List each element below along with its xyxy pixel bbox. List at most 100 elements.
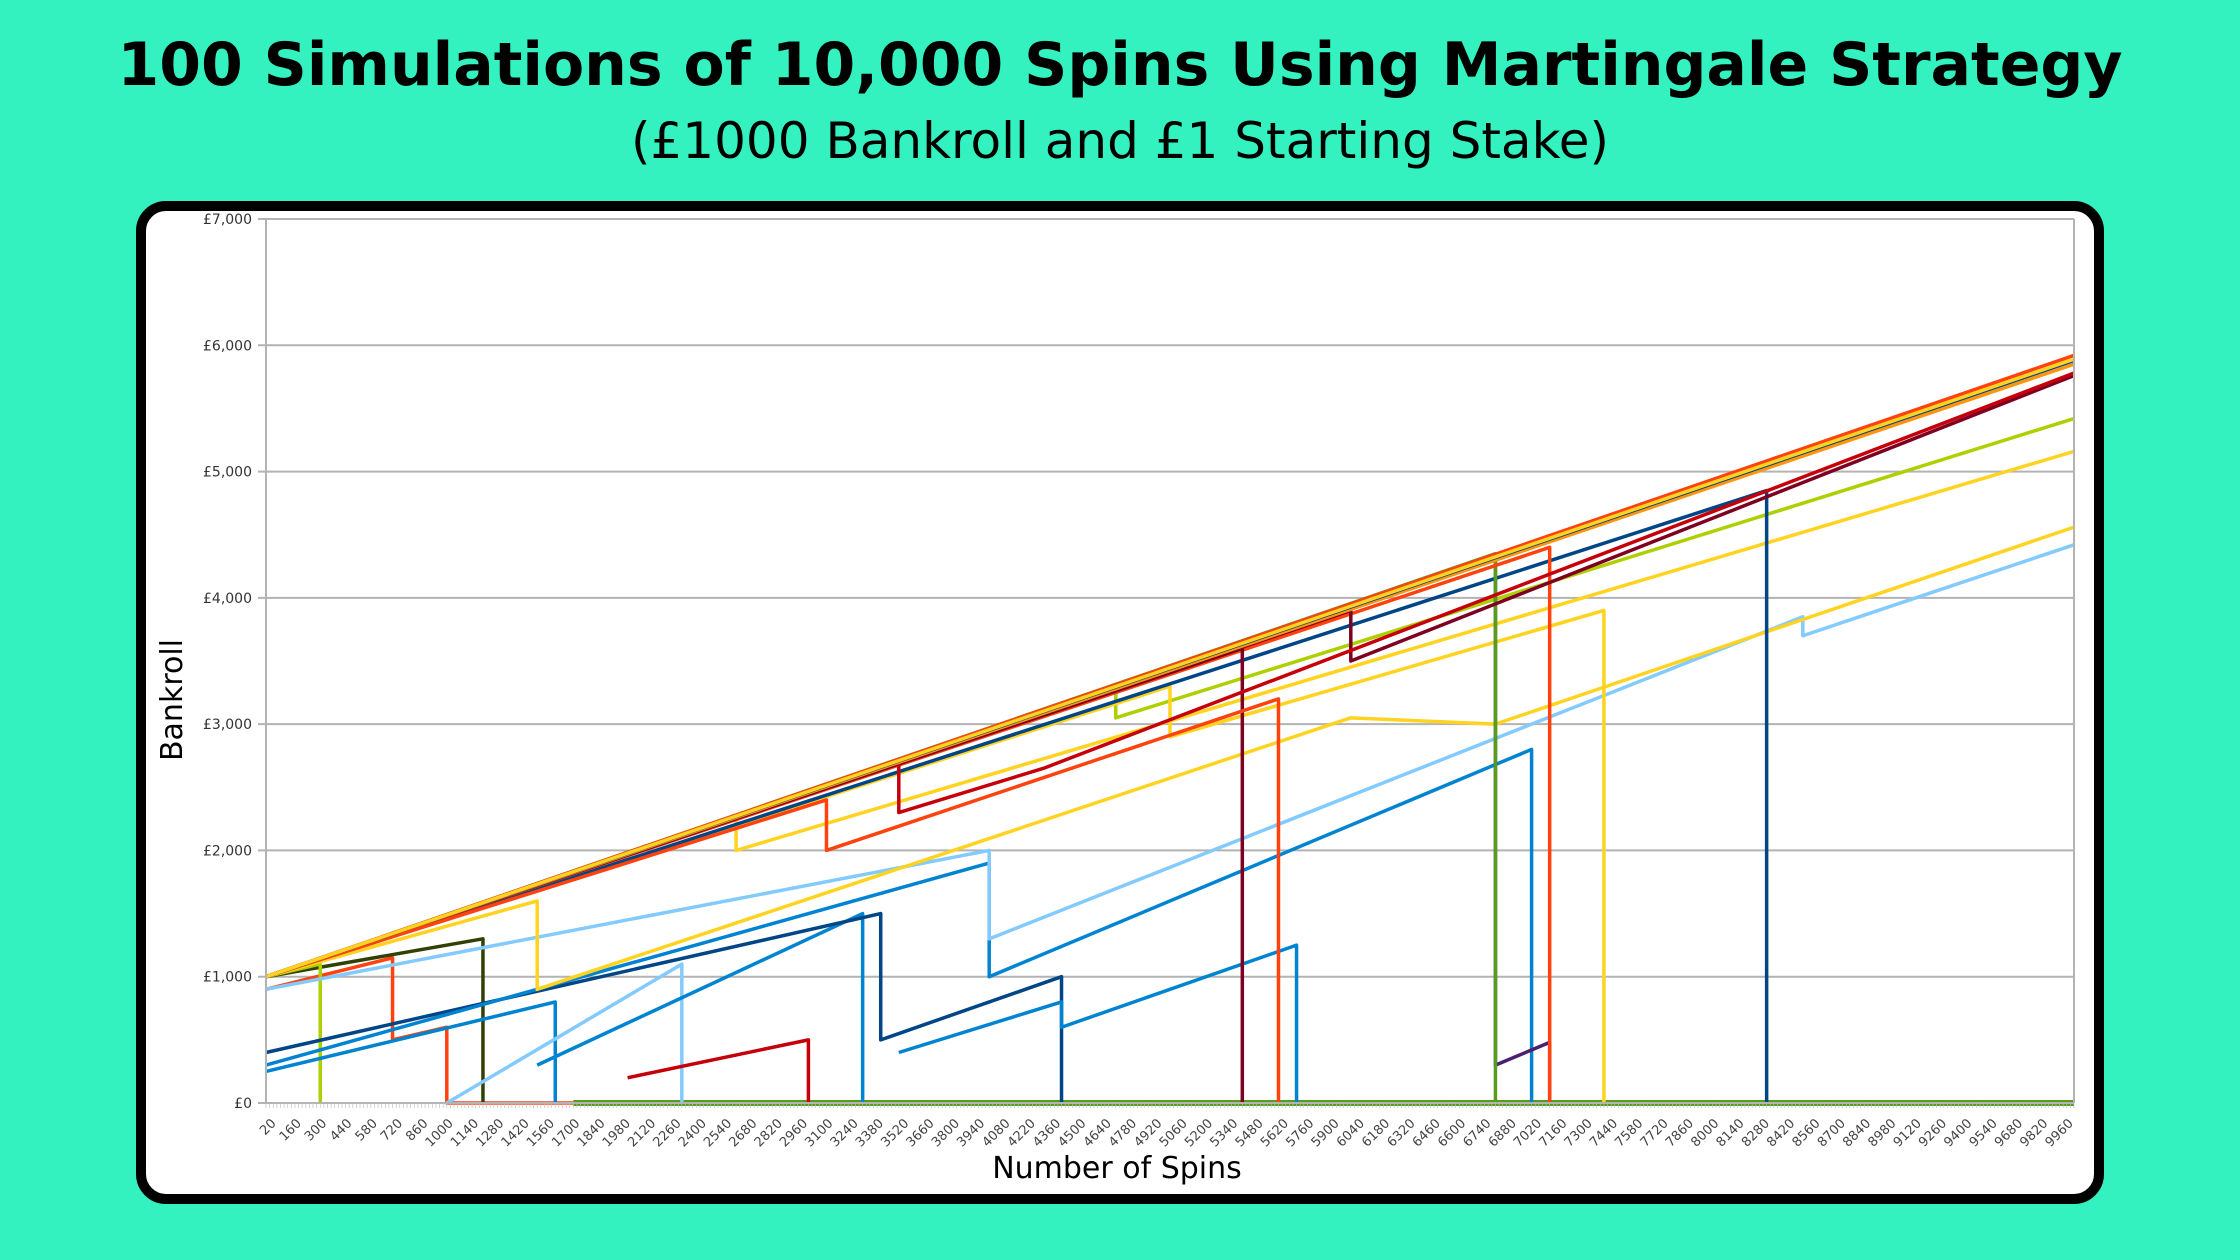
x-tick-label: 7580 (1612, 1116, 1646, 1150)
x-tick-label: 9260 (1916, 1116, 1950, 1150)
x-tick-label: 6880 (1486, 1116, 1520, 1150)
x-tick-label: 9960 (2043, 1116, 2077, 1150)
x-tick-label: 1700 (549, 1116, 583, 1150)
x-tick-label: 8140 (1714, 1116, 1748, 1150)
x-tick-label: 4080 (980, 1116, 1014, 1150)
series-line-10 (898, 943, 1299, 1103)
x-tick-label: 9120 (1891, 1116, 1925, 1150)
x-tick-label: 8700 (1815, 1116, 1849, 1150)
x-tick-label: 1420 (499, 1116, 533, 1150)
series-line-3 (265, 937, 485, 1103)
x-tick-label: 3380 (853, 1116, 887, 1150)
x-tick-label: 300 (302, 1116, 330, 1144)
series-lines (265, 353, 2075, 1106)
x-tick-label: 6320 (1385, 1116, 1419, 1150)
x-tick-label: 160 (277, 1116, 305, 1144)
x-tick-label: 4360 (1030, 1116, 1064, 1150)
y-tick-label: £6,000 (203, 338, 252, 354)
x-tick-label: 7720 (1638, 1116, 1672, 1150)
x-tick-label: 2540 (701, 1116, 735, 1150)
x-tick-label: 2680 (726, 1116, 760, 1150)
x-tick-label: 3100 (802, 1116, 836, 1150)
series-line-17 (265, 488, 1769, 1103)
x-tick-label: 8560 (1790, 1116, 1824, 1150)
x-tick-label: 3240 (828, 1116, 862, 1150)
x-tick-label: 1560 (524, 1116, 558, 1150)
x-tick-label: 2820 (752, 1116, 786, 1150)
x-tick-label: 2400 (676, 1116, 710, 1150)
x-tick-label: 5200 (1182, 1116, 1216, 1150)
series-line-12 (265, 543, 2075, 992)
x-tick-label: 6460 (1410, 1116, 1444, 1150)
x-tick-label: 9540 (1967, 1116, 2001, 1150)
series-line-22 (265, 697, 1281, 1103)
x-tick-label: 2260 (651, 1116, 685, 1150)
y-axis-label: Bankroll (155, 639, 190, 761)
x-tick-label: 4500 (1055, 1116, 1089, 1150)
x-tick-label: 440 (327, 1116, 355, 1144)
series-line-8 (536, 911, 865, 1103)
x-tick-label: 8420 (1764, 1116, 1798, 1150)
x-tick-label: 5620 (1258, 1116, 1292, 1150)
x-tick-label: 3660 (904, 1116, 938, 1150)
series-line-13 (265, 525, 2075, 992)
x-tick-label: 9680 (1992, 1116, 2026, 1150)
x-tick-label: 5480 (1233, 1116, 1267, 1150)
series-line-20 (265, 545, 1552, 1103)
x-tick-label: 7160 (1536, 1116, 1570, 1150)
x-tick-label: 3940 (954, 1116, 988, 1150)
x-tick-label: 5060 (1157, 1116, 1191, 1150)
x-tick-label: 6740 (1460, 1116, 1494, 1150)
x-tick-label: 4220 (1005, 1116, 1039, 1150)
x-tick-label: 1000 (423, 1116, 457, 1150)
gridlines (258, 218, 2074, 1104)
x-tick-label: 1280 (473, 1116, 507, 1150)
x-tick-label: 4780 (1106, 1116, 1140, 1150)
x-tick-label: 7440 (1587, 1116, 1621, 1150)
x-tick-label: 2960 (777, 1116, 811, 1150)
x-tick-label: 580 (353, 1116, 381, 1144)
x-tick-label: 3800 (929, 1116, 963, 1150)
x-tick-label: 8840 (1840, 1116, 1874, 1150)
x-tick-label: 3520 (878, 1116, 912, 1150)
series-line-5 (265, 1000, 558, 1103)
x-tick-label: 1840 (575, 1116, 609, 1150)
x-tick-label: 6600 (1435, 1116, 1469, 1150)
y-tick-label: £0 (234, 1096, 252, 1112)
series-line-28 (265, 357, 2075, 979)
x-tick-label: 4920 (1131, 1116, 1165, 1150)
x-tick-label: 9820 (2017, 1116, 2051, 1150)
x-tick-label: 6180 (1359, 1116, 1393, 1150)
series-line-6 (445, 962, 684, 1105)
y-tick-label: £2,000 (203, 843, 252, 859)
x-tick-label: 7020 (1511, 1116, 1545, 1150)
x-tick-label: 7860 (1663, 1116, 1697, 1150)
y-tick-label: £1,000 (203, 970, 252, 986)
x-tick-label: 7300 (1562, 1116, 1596, 1150)
y-tick-label: £4,000 (203, 591, 252, 607)
x-tick-label: 4640 (1081, 1116, 1115, 1150)
page-title: 100 Simulations of 10,000 Spins Using Ma… (117, 30, 2123, 100)
x-tick-label: 8980 (1865, 1116, 1899, 1150)
x-tick-label: 1980 (600, 1116, 634, 1150)
x-tick-label: 5340 (1207, 1116, 1241, 1150)
chart-card (136, 201, 2104, 1204)
y-tick-label: £5,000 (203, 465, 252, 481)
x-tick-label: 5900 (1309, 1116, 1343, 1150)
x-tick-label: 20 (257, 1116, 279, 1138)
x-tick-label: 2120 (625, 1116, 659, 1150)
y-tick-label: £7,000 (203, 212, 252, 228)
x-tick-label: 5760 (1283, 1116, 1317, 1150)
x-tick-label: 1140 (448, 1116, 482, 1150)
y-tick-label: £3,000 (203, 717, 252, 733)
series-line-7 (627, 1038, 811, 1103)
x-tick-label: 9400 (1941, 1116, 1975, 1150)
x-tick-label: 720 (378, 1116, 406, 1144)
series-line-11 (265, 747, 1534, 1103)
x-tick-label: 6040 (1334, 1116, 1368, 1150)
x-axis-label: Number of Spins (992, 1151, 1242, 1186)
page-subtitle: (£1000 Bankroll and £1 Starting Stake) (630, 112, 1610, 170)
x-tick-label: 8280 (1739, 1116, 1773, 1150)
x-tick-label: 8000 (1688, 1116, 1722, 1150)
